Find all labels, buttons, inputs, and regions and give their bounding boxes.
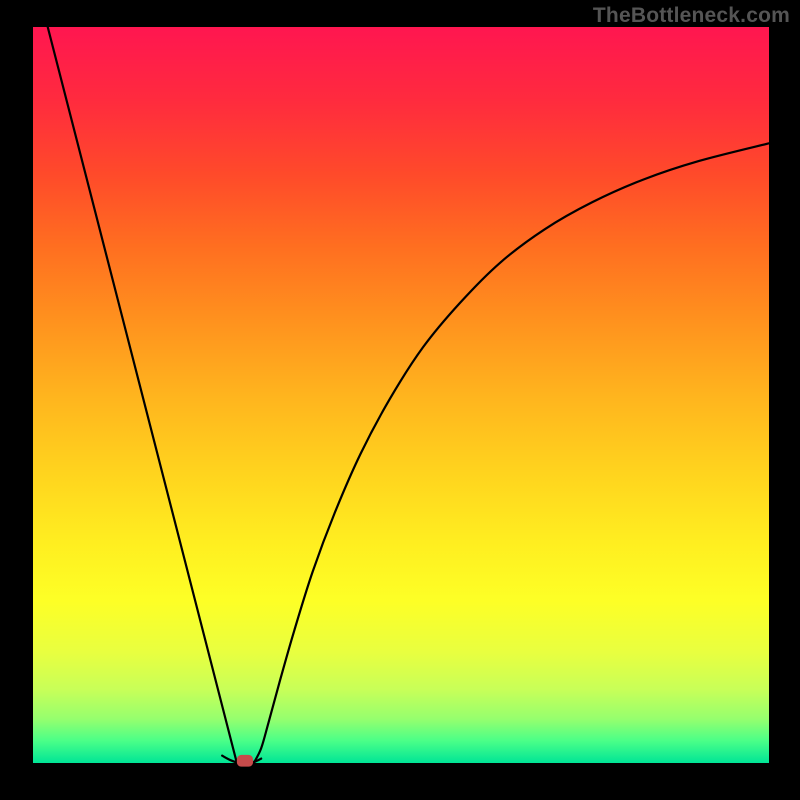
chart-frame: TheBottleneck.com xyxy=(0,0,800,800)
bottleneck-chart xyxy=(0,0,800,800)
watermark-text: TheBottleneck.com xyxy=(593,4,790,28)
min-marker xyxy=(237,755,253,767)
